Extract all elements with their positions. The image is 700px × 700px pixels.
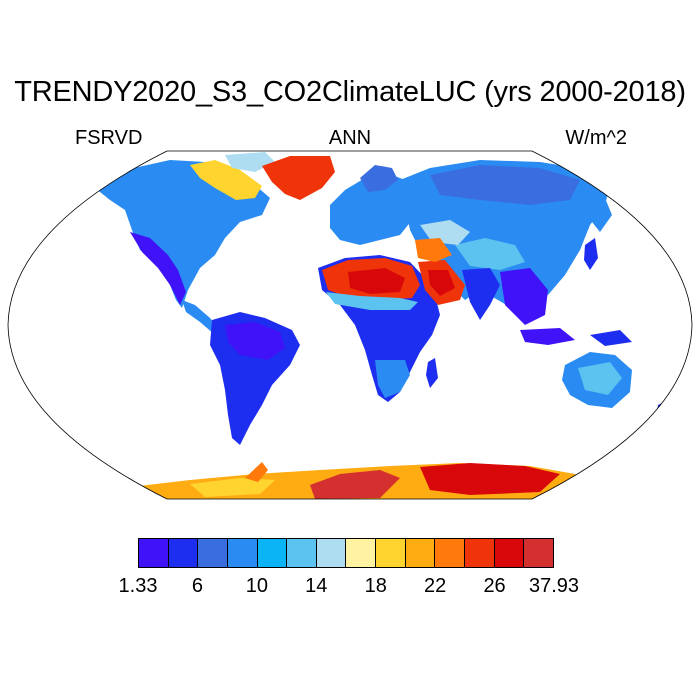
colorbar-swatch [139,539,169,567]
central-america [182,300,220,334]
madagascar [426,358,438,388]
north-america [95,160,270,308]
arabia-core [428,270,455,296]
india [462,268,500,320]
colorbar-swatch [524,539,553,567]
colorbar-tick-label: 22 [424,575,447,597]
scandinavia [360,165,398,192]
season-label: ANN [328,127,372,149]
colorbar-tick-label: 6 [191,575,203,597]
japan [584,238,598,270]
greenland [262,156,335,200]
map-title: TRENDY2020_S3_CO2ClimateLUC (yrs 2000-20… [14,76,686,108]
colorbar-swatch [257,539,288,567]
kamchatka [590,198,612,232]
arctic-islands [225,152,275,172]
new-guinea [590,330,632,346]
colorbar [138,538,554,568]
colorbar-tick-label: 26 [483,575,506,597]
units-label: W/m^2 [565,127,627,149]
colorbar-swatch [494,539,525,567]
antarctica-peninsula [245,462,268,482]
colorbar-swatch [287,539,317,567]
southern-africa [375,360,410,398]
north-america-deep [130,232,186,305]
amazon [225,322,285,360]
europe [330,172,418,245]
antarctica-red-east [420,463,560,495]
middle-east [415,238,452,262]
australia-interior [578,362,622,395]
colorbar-swatch [227,539,258,567]
colorbar-tick-label: 10 [245,575,268,597]
colorbar-swatch [198,539,228,567]
colorbar-swatch [168,539,199,567]
canadian-arctic [190,160,262,200]
colorbar-tick-label: 37.93 [528,575,580,597]
colorbar-swatch [465,539,495,567]
variable-label: FSRVD [75,127,143,149]
colorbar-swatch [376,539,406,567]
tibetan-plateau [455,238,525,270]
colorbar-tick-label: 1.33 [118,575,158,597]
sahel [326,292,418,310]
colorbar-tick-label: 14 [305,575,328,597]
colorbar-swatch [346,539,377,567]
colorbar-swatch [316,539,347,567]
sahara-core [348,268,405,294]
se-asia [500,268,548,325]
colorbar-swatch [435,539,466,567]
colorbar-tick-label: 18 [364,575,387,597]
indonesia [520,328,575,345]
antarctica-yellow [190,478,275,497]
siberia [430,165,580,205]
map-boundary [7,150,693,500]
colorbar-swatch [405,539,436,567]
antarctica-red-center [310,470,400,499]
